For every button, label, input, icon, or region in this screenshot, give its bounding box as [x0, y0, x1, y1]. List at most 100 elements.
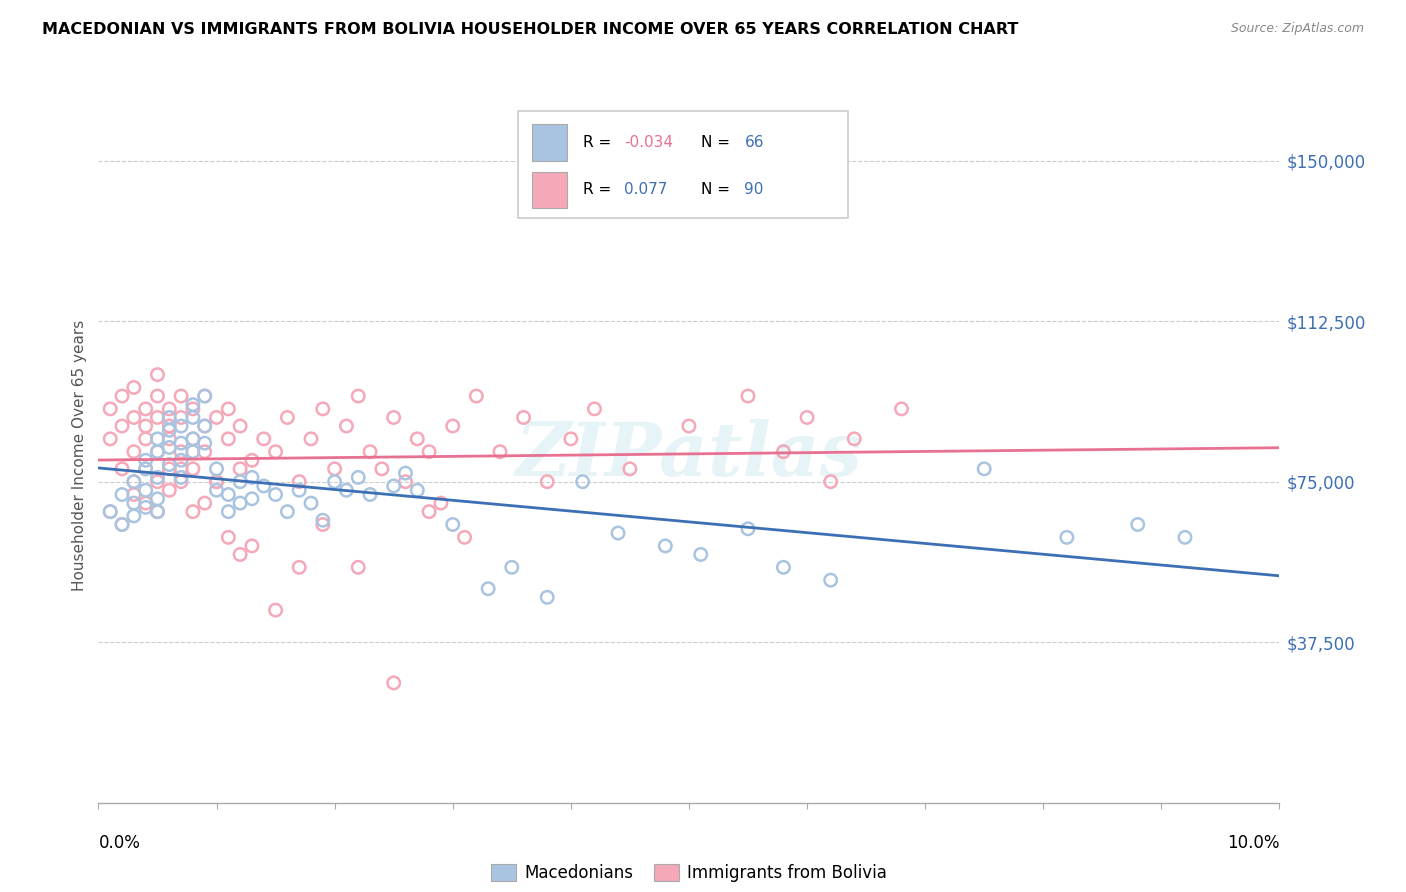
- Point: [181, 462, 204, 476]
- Point: [135, 419, 157, 434]
- Point: [844, 432, 866, 446]
- Point: [146, 491, 169, 506]
- Point: [619, 462, 641, 476]
- Point: [394, 475, 416, 489]
- Text: 10.0%: 10.0%: [1227, 834, 1279, 852]
- Point: [382, 410, 405, 425]
- Point: [181, 410, 204, 425]
- Point: [264, 487, 287, 501]
- Point: [607, 526, 630, 541]
- Point: [217, 401, 239, 416]
- Point: [217, 505, 239, 519]
- Point: [98, 505, 121, 519]
- Point: [194, 496, 217, 510]
- Point: [170, 419, 193, 434]
- Point: [418, 444, 440, 458]
- Point: [229, 548, 252, 562]
- Point: [820, 475, 842, 489]
- Point: [194, 436, 217, 450]
- Point: [890, 401, 912, 416]
- Point: [229, 475, 252, 489]
- Point: [737, 389, 759, 403]
- Point: [205, 475, 228, 489]
- Point: [288, 483, 311, 498]
- Text: Source: ZipAtlas.com: Source: ZipAtlas.com: [1230, 22, 1364, 36]
- Point: [288, 560, 311, 574]
- Point: [181, 432, 204, 446]
- Point: [170, 444, 193, 458]
- Point: [170, 410, 193, 425]
- Point: [229, 419, 252, 434]
- Point: [122, 475, 145, 489]
- Point: [157, 419, 180, 434]
- Point: [181, 505, 204, 519]
- Point: [654, 539, 676, 553]
- Point: [111, 517, 134, 532]
- Point: [477, 582, 499, 596]
- Point: [382, 676, 405, 690]
- Point: [157, 458, 180, 472]
- Point: [111, 517, 134, 532]
- Bar: [531, 124, 567, 161]
- Point: [312, 401, 335, 416]
- Legend: Macedonians, Immigrants from Bolivia: Macedonians, Immigrants from Bolivia: [485, 857, 893, 888]
- Point: [264, 444, 287, 458]
- Point: [111, 419, 134, 434]
- Point: [1126, 517, 1149, 532]
- Point: [146, 368, 169, 382]
- Point: [122, 496, 145, 510]
- Point: [146, 505, 169, 519]
- Point: [583, 401, 606, 416]
- Point: [276, 505, 298, 519]
- Point: [347, 389, 370, 403]
- Point: [146, 432, 169, 446]
- Point: [122, 508, 145, 523]
- Point: [135, 432, 157, 446]
- Point: [181, 398, 204, 412]
- Point: [323, 462, 346, 476]
- Point: [240, 470, 263, 484]
- Point: [146, 470, 169, 484]
- Point: [299, 432, 322, 446]
- Point: [453, 530, 475, 544]
- Text: 90: 90: [744, 182, 763, 197]
- Point: [571, 475, 593, 489]
- Point: [170, 436, 193, 450]
- Point: [737, 522, 759, 536]
- Point: [170, 453, 193, 467]
- Text: N =: N =: [700, 182, 734, 197]
- Point: [264, 603, 287, 617]
- Point: [465, 389, 488, 403]
- Point: [146, 505, 169, 519]
- Point: [1056, 530, 1078, 544]
- Text: 66: 66: [744, 135, 763, 150]
- Point: [122, 475, 145, 489]
- Point: [170, 462, 193, 476]
- Point: [276, 410, 298, 425]
- Point: [217, 530, 239, 544]
- Point: [194, 419, 217, 434]
- Point: [157, 483, 180, 498]
- Point: [111, 487, 134, 501]
- Point: [1174, 530, 1197, 544]
- Point: [122, 410, 145, 425]
- Text: R =: R =: [582, 182, 620, 197]
- Point: [122, 487, 145, 501]
- Point: [382, 479, 405, 493]
- Point: [240, 539, 263, 553]
- Point: [122, 380, 145, 394]
- Point: [157, 401, 180, 416]
- Point: [536, 591, 558, 605]
- Point: [501, 560, 523, 574]
- Point: [430, 496, 453, 510]
- Point: [98, 505, 121, 519]
- Text: MACEDONIAN VS IMMIGRANTS FROM BOLIVIA HOUSEHOLDER INCOME OVER 65 YEARS CORRELATI: MACEDONIAN VS IMMIGRANTS FROM BOLIVIA HO…: [42, 22, 1018, 37]
- Point: [122, 444, 145, 458]
- Point: [217, 432, 239, 446]
- Point: [312, 513, 335, 527]
- Point: [205, 483, 228, 498]
- Point: [312, 517, 335, 532]
- Text: N =: N =: [700, 135, 734, 150]
- Point: [135, 462, 157, 476]
- Point: [170, 470, 193, 484]
